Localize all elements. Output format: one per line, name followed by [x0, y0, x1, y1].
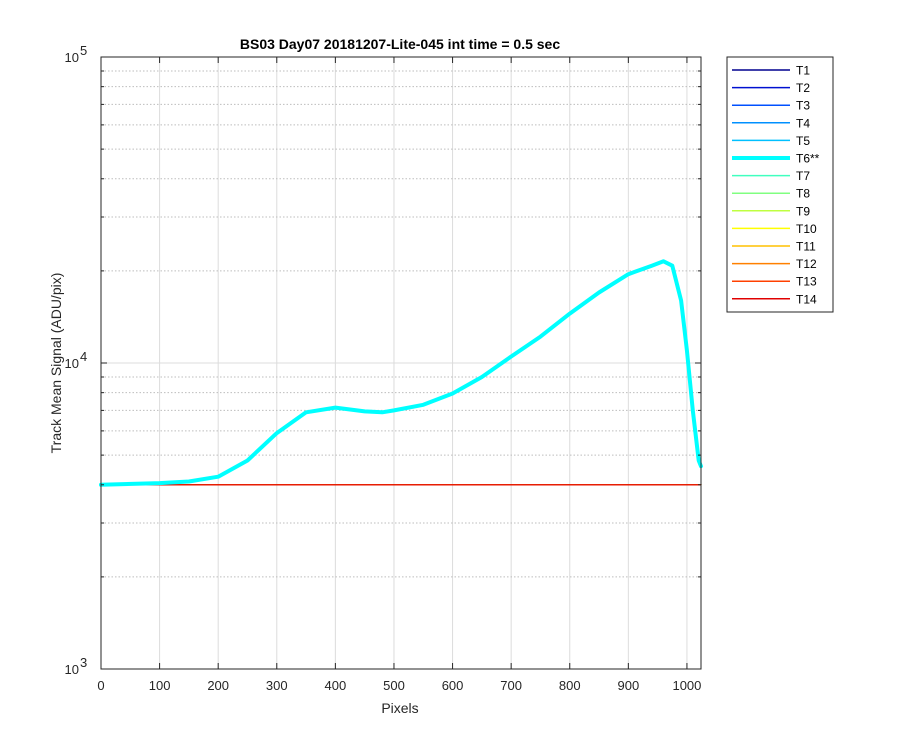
legend-label: T11 [796, 240, 816, 254]
y-axis-label: Track Mean Signal (ADU/pix) [48, 273, 64, 454]
series-layer [99, 259, 703, 487]
legend: T1 T2 T3 T4 T5 T6** T7 T8 T9 T10 T11 T12 T13 T14 [726, 56, 834, 313]
legend-label: T4 [796, 116, 810, 130]
legend-label: T8 [796, 187, 810, 201]
legend-label: T2 [796, 81, 810, 95]
x-tick-label: 500 [383, 678, 405, 693]
legend-label: T6** [796, 152, 820, 166]
x-tick-label: 200 [207, 678, 229, 693]
x-tick-label: 400 [325, 678, 347, 693]
series-line-t6 [99, 259, 703, 487]
x-tick-label: 800 [559, 678, 581, 693]
legend-label: T3 [796, 99, 810, 113]
legend-label: T14 [796, 292, 817, 306]
legend-label: T5 [796, 134, 810, 148]
legend-label: T9 [796, 204, 810, 218]
legend-label: T12 [796, 257, 817, 271]
y-tick-exponent: 5 [80, 43, 87, 58]
legend-label: T13 [796, 275, 817, 289]
x-tick-label: 700 [500, 678, 522, 693]
legend-label: T1 [796, 64, 810, 78]
y-tick-exponent: 3 [80, 655, 87, 670]
y-tick-label: 10 [65, 356, 79, 371]
x-tick-label: 100 [149, 678, 171, 693]
legend-label: T10 [796, 222, 817, 236]
x-tick-label: 900 [617, 678, 639, 693]
x-tick-label: 0 [97, 678, 104, 693]
legend-label: T7 [796, 169, 810, 183]
legend-box [726, 56, 834, 313]
y-tick-exponent: 4 [80, 349, 87, 364]
x-axis-label: Pixels [381, 700, 418, 716]
x-tick-label: 300 [266, 678, 288, 693]
x-tick-label: 600 [442, 678, 464, 693]
y-tick-label: 10 [65, 662, 79, 677]
chart-title: BS03 Day07 20181207-Lite-045 int time = … [240, 36, 560, 52]
x-tick-label: 1000 [672, 678, 701, 693]
y-tick-label: 10 [65, 50, 79, 65]
